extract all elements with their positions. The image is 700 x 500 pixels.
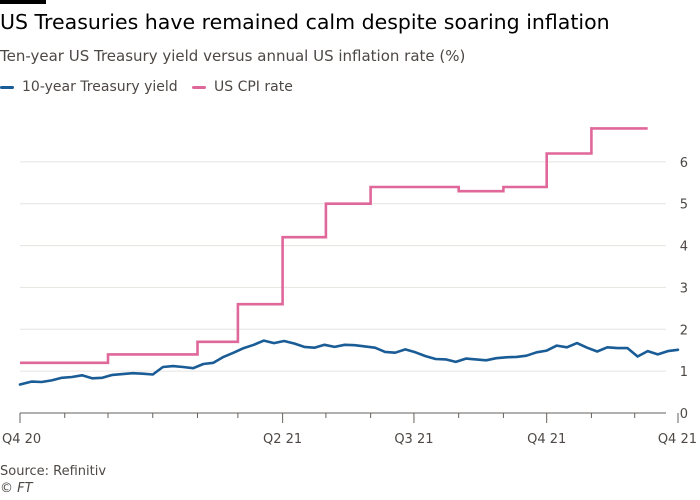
source-note: Source: Refinitiv [0, 464, 107, 479]
series-line-10-year-treasury-yield [18, 339, 680, 386]
x-tick-label: Q3 21 [394, 432, 433, 447]
chart-subtitle: Ten-year US Treasury yield versus annual… [0, 47, 466, 65]
x-tick-label: Q2 21 [263, 432, 302, 447]
y-tick-label: 0 [680, 407, 688, 422]
legend-item-yield: 10-year Treasury yield [0, 79, 178, 95]
x-tick-label: Q4 21 [527, 432, 566, 447]
legend-label-cpi: US CPI rate [214, 79, 293, 95]
y-tick-label: 1 [680, 365, 688, 380]
legend-label-yield: 10-year Treasury yield [22, 79, 178, 95]
x-tick-label: Q4 21 [658, 432, 697, 447]
y-tick-label: 5 [680, 198, 688, 213]
legend-swatch-yield [0, 85, 14, 89]
legend-swatch-cpi [192, 85, 206, 89]
chart-title: US Treasuries have remained calm despite… [0, 10, 610, 34]
y-tick-label: 6 [680, 156, 688, 171]
y-tick-label: 4 [680, 240, 688, 255]
x-tick-label: Q4 20 [2, 432, 41, 447]
y-tick-label: 3 [680, 281, 688, 296]
copyright-note: © FT [0, 481, 33, 496]
series-line-us-cpi-rate [20, 127, 648, 365]
brand-bar [0, 0, 46, 4]
y-tick-label: 2 [680, 323, 688, 338]
legend-item-cpi: US CPI rate [192, 79, 293, 95]
